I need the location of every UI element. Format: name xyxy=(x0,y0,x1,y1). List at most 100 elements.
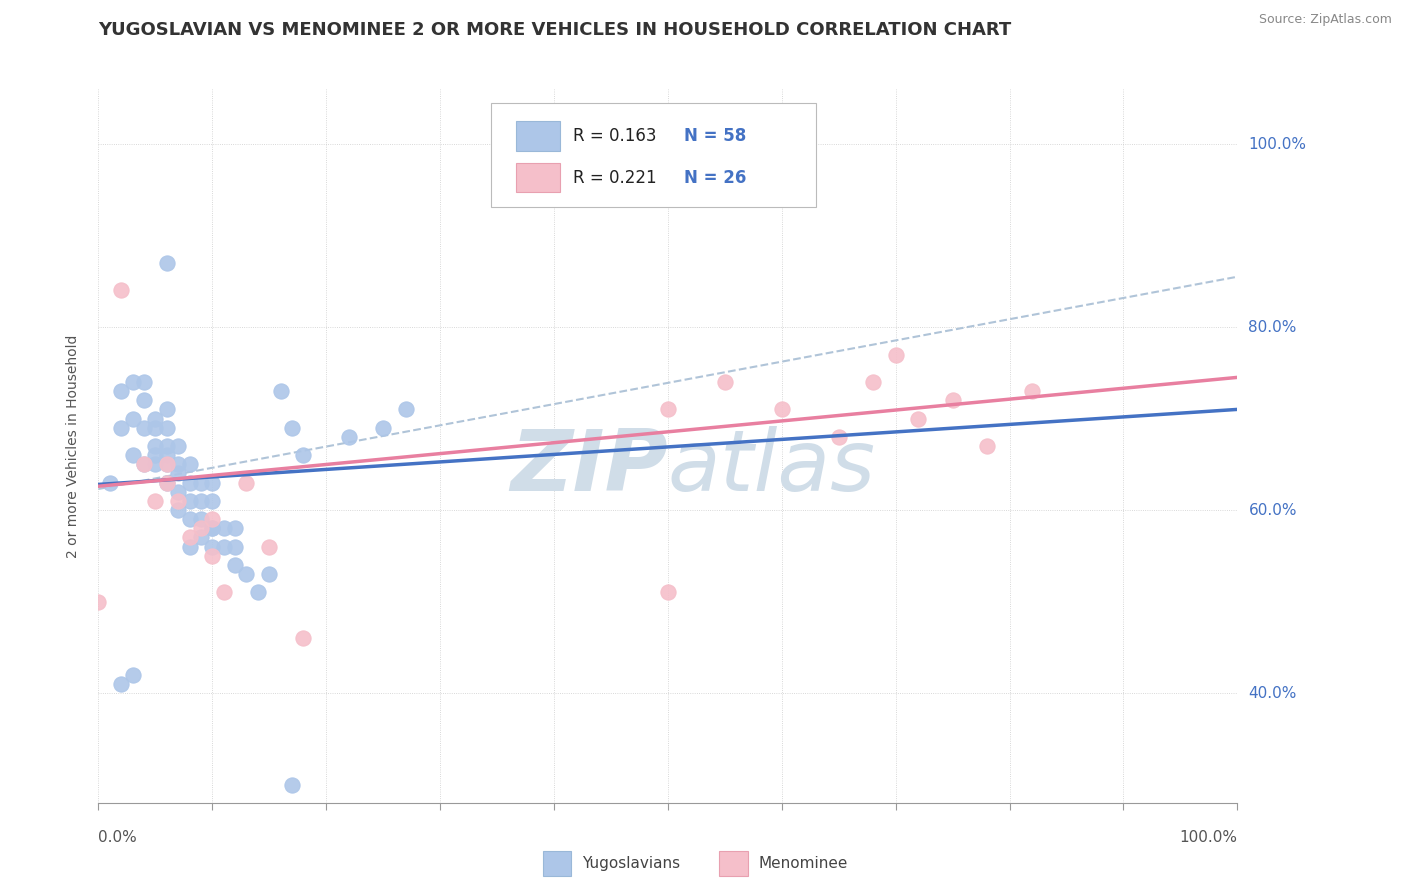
Point xyxy=(976,439,998,453)
Point xyxy=(121,448,143,462)
Point xyxy=(110,420,132,434)
Point xyxy=(167,439,190,453)
Point xyxy=(224,521,246,535)
Point xyxy=(212,585,235,599)
Point xyxy=(201,512,224,526)
Point xyxy=(212,521,235,535)
Point xyxy=(167,458,190,472)
FancyBboxPatch shape xyxy=(516,162,560,193)
Point xyxy=(190,475,212,490)
Point xyxy=(201,549,224,563)
Point xyxy=(884,347,907,361)
Text: YUGOSLAVIAN VS MENOMINEE 2 OR MORE VEHICLES IN HOUSEHOLD CORRELATION CHART: YUGOSLAVIAN VS MENOMINEE 2 OR MORE VEHIC… xyxy=(98,21,1012,39)
Text: 80.0%: 80.0% xyxy=(1249,319,1296,334)
Point xyxy=(224,540,246,554)
Text: Menominee: Menominee xyxy=(759,856,848,871)
Point xyxy=(179,475,201,490)
Point xyxy=(942,393,965,408)
Point xyxy=(156,448,179,462)
Point xyxy=(190,494,212,508)
Point xyxy=(201,475,224,490)
Point xyxy=(292,448,315,462)
Point xyxy=(657,585,679,599)
Point xyxy=(121,667,143,681)
Point xyxy=(235,475,257,490)
Point xyxy=(292,631,315,645)
Point xyxy=(167,484,190,499)
Point xyxy=(212,540,235,554)
Point xyxy=(132,375,155,389)
Point xyxy=(156,475,179,490)
FancyBboxPatch shape xyxy=(491,103,815,207)
Point xyxy=(167,494,190,508)
Point xyxy=(270,384,292,398)
Point xyxy=(259,540,281,554)
Point xyxy=(145,420,167,434)
Point xyxy=(179,540,201,554)
Point xyxy=(281,420,304,434)
FancyBboxPatch shape xyxy=(543,851,571,876)
Point xyxy=(246,585,269,599)
Point xyxy=(179,494,201,508)
Point xyxy=(190,512,212,526)
Text: 40.0%: 40.0% xyxy=(1249,686,1296,700)
Point xyxy=(156,458,179,472)
Point xyxy=(110,384,132,398)
Point xyxy=(235,567,257,582)
Text: 0.0%: 0.0% xyxy=(98,830,138,845)
Point xyxy=(156,439,179,453)
FancyBboxPatch shape xyxy=(718,851,748,876)
Point xyxy=(1021,384,1043,398)
Point xyxy=(395,402,418,417)
Point xyxy=(714,375,737,389)
Point xyxy=(167,467,190,481)
Point xyxy=(132,420,155,434)
Point xyxy=(145,439,167,453)
Point xyxy=(201,521,224,535)
Point xyxy=(145,458,167,472)
Text: ZIP: ZIP xyxy=(510,425,668,509)
Point xyxy=(156,256,179,270)
Point xyxy=(770,402,793,417)
Point xyxy=(132,458,155,472)
Text: Source: ZipAtlas.com: Source: ZipAtlas.com xyxy=(1258,13,1392,27)
Point xyxy=(156,475,179,490)
Text: N = 26: N = 26 xyxy=(683,169,747,186)
Point xyxy=(167,503,190,517)
Point xyxy=(281,777,304,791)
Point xyxy=(110,284,132,298)
Text: atlas: atlas xyxy=(668,425,876,509)
Point xyxy=(179,512,201,526)
Point xyxy=(145,448,167,462)
Point xyxy=(259,567,281,582)
Point xyxy=(828,430,851,444)
Point xyxy=(110,677,132,691)
Point xyxy=(337,430,360,444)
Text: 100.0%: 100.0% xyxy=(1249,136,1306,152)
Point xyxy=(201,540,224,554)
Point xyxy=(907,411,929,425)
Point xyxy=(201,494,224,508)
Point xyxy=(190,531,212,545)
Point xyxy=(862,375,884,389)
Y-axis label: 2 or more Vehicles in Household: 2 or more Vehicles in Household xyxy=(66,334,80,558)
Point xyxy=(190,521,212,535)
Point xyxy=(132,393,155,408)
Point xyxy=(156,420,179,434)
Text: R = 0.221: R = 0.221 xyxy=(574,169,657,186)
Point xyxy=(98,475,121,490)
Point xyxy=(156,402,179,417)
Point xyxy=(657,402,679,417)
Point xyxy=(121,411,143,425)
Point xyxy=(121,375,143,389)
Text: Yugoslavians: Yugoslavians xyxy=(582,856,681,871)
Point xyxy=(179,531,201,545)
Text: R = 0.163: R = 0.163 xyxy=(574,127,657,145)
Text: 100.0%: 100.0% xyxy=(1180,830,1237,845)
Point xyxy=(132,458,155,472)
FancyBboxPatch shape xyxy=(516,120,560,151)
Point xyxy=(145,494,167,508)
Text: 60.0%: 60.0% xyxy=(1249,502,1296,517)
Point xyxy=(179,458,201,472)
Point xyxy=(145,411,167,425)
